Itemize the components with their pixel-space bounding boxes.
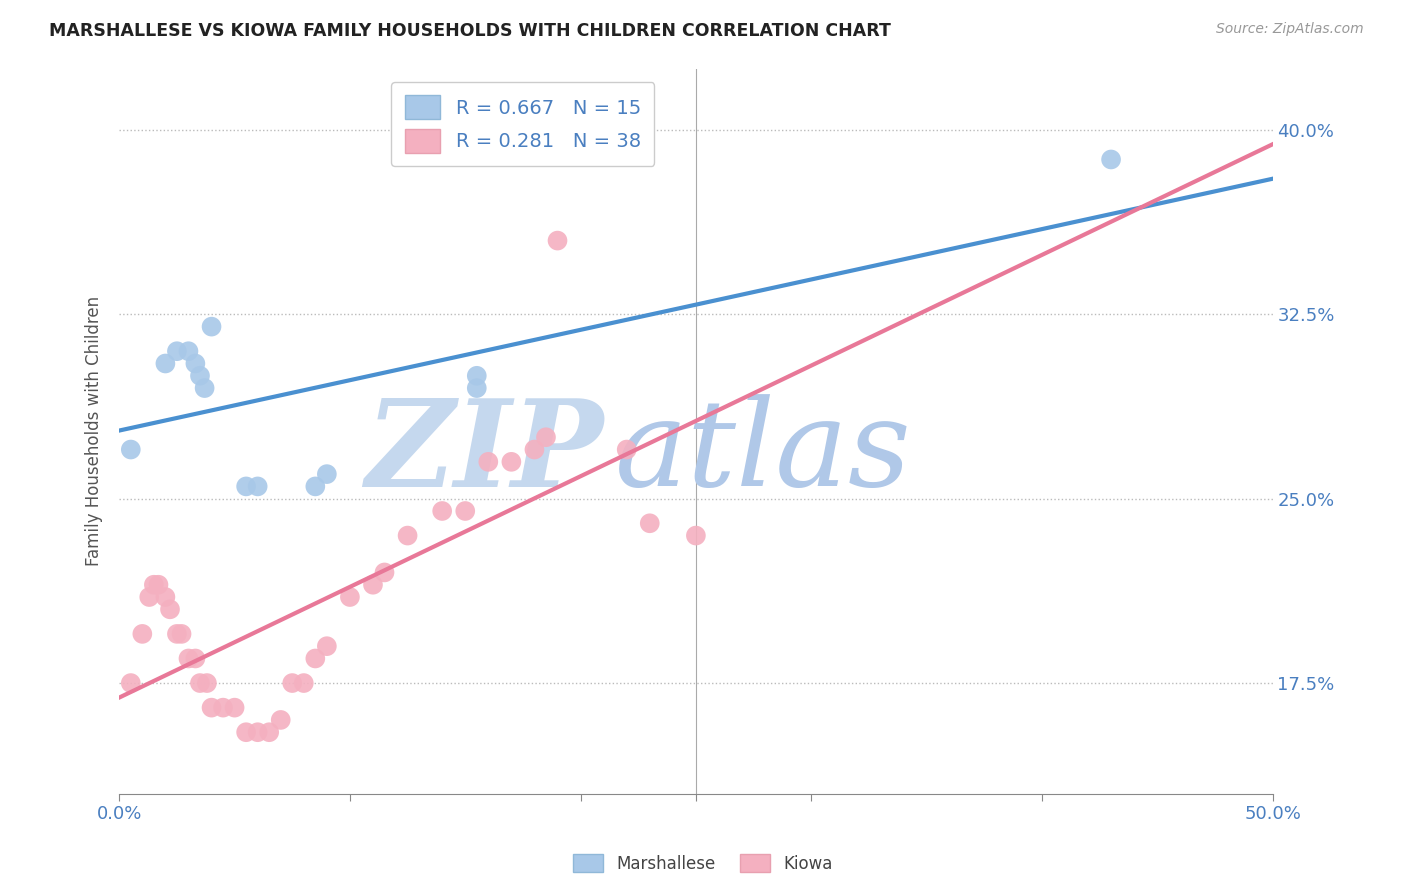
Point bbox=[120, 442, 142, 457]
Point bbox=[235, 479, 257, 493]
Point bbox=[1099, 153, 1122, 167]
Point bbox=[339, 590, 361, 604]
Point bbox=[131, 627, 153, 641]
Text: atlas: atlas bbox=[616, 394, 912, 511]
Point bbox=[685, 528, 707, 542]
Point bbox=[638, 516, 661, 531]
Point bbox=[200, 700, 222, 714]
Point bbox=[304, 651, 326, 665]
Y-axis label: Family Households with Children: Family Households with Children bbox=[86, 296, 103, 566]
Point bbox=[270, 713, 292, 727]
Legend: Marshallese, Kiowa: Marshallese, Kiowa bbox=[567, 847, 839, 880]
Point bbox=[281, 676, 304, 690]
Point bbox=[315, 639, 337, 653]
Point bbox=[184, 651, 207, 665]
Point bbox=[224, 700, 246, 714]
Point bbox=[315, 467, 337, 482]
Point bbox=[257, 725, 280, 739]
Point bbox=[194, 381, 217, 395]
Point bbox=[246, 725, 269, 739]
Point bbox=[177, 651, 200, 665]
Point bbox=[212, 700, 235, 714]
Point bbox=[188, 676, 211, 690]
Point bbox=[373, 566, 395, 580]
Point bbox=[361, 578, 384, 592]
Point bbox=[235, 725, 257, 739]
Text: Source: ZipAtlas.com: Source: ZipAtlas.com bbox=[1216, 22, 1364, 37]
Point bbox=[501, 455, 523, 469]
Point bbox=[188, 368, 211, 383]
Point bbox=[547, 234, 569, 248]
Point bbox=[159, 602, 181, 616]
Point bbox=[155, 357, 177, 371]
Point bbox=[148, 578, 170, 592]
Point bbox=[184, 357, 207, 371]
Point bbox=[170, 627, 193, 641]
Point bbox=[304, 479, 326, 493]
Point bbox=[177, 344, 200, 359]
Point bbox=[120, 676, 142, 690]
Point bbox=[195, 676, 218, 690]
Point bbox=[465, 368, 488, 383]
Point bbox=[430, 504, 453, 518]
Point bbox=[465, 381, 488, 395]
Point bbox=[155, 590, 177, 604]
Point bbox=[523, 442, 546, 457]
Point bbox=[166, 627, 188, 641]
Point bbox=[246, 479, 269, 493]
Legend: R = 0.667   N = 15, R = 0.281   N = 38: R = 0.667 N = 15, R = 0.281 N = 38 bbox=[391, 82, 654, 166]
Point bbox=[138, 590, 160, 604]
Point bbox=[142, 578, 165, 592]
Point bbox=[200, 319, 222, 334]
Point bbox=[534, 430, 557, 444]
Point bbox=[616, 442, 638, 457]
Point bbox=[454, 504, 477, 518]
Text: MARSHALLESE VS KIOWA FAMILY HOUSEHOLDS WITH CHILDREN CORRELATION CHART: MARSHALLESE VS KIOWA FAMILY HOUSEHOLDS W… bbox=[49, 22, 891, 40]
Point bbox=[477, 455, 499, 469]
Text: ZIP: ZIP bbox=[366, 393, 603, 512]
Point bbox=[292, 676, 315, 690]
Point bbox=[166, 344, 188, 359]
Point bbox=[396, 528, 419, 542]
